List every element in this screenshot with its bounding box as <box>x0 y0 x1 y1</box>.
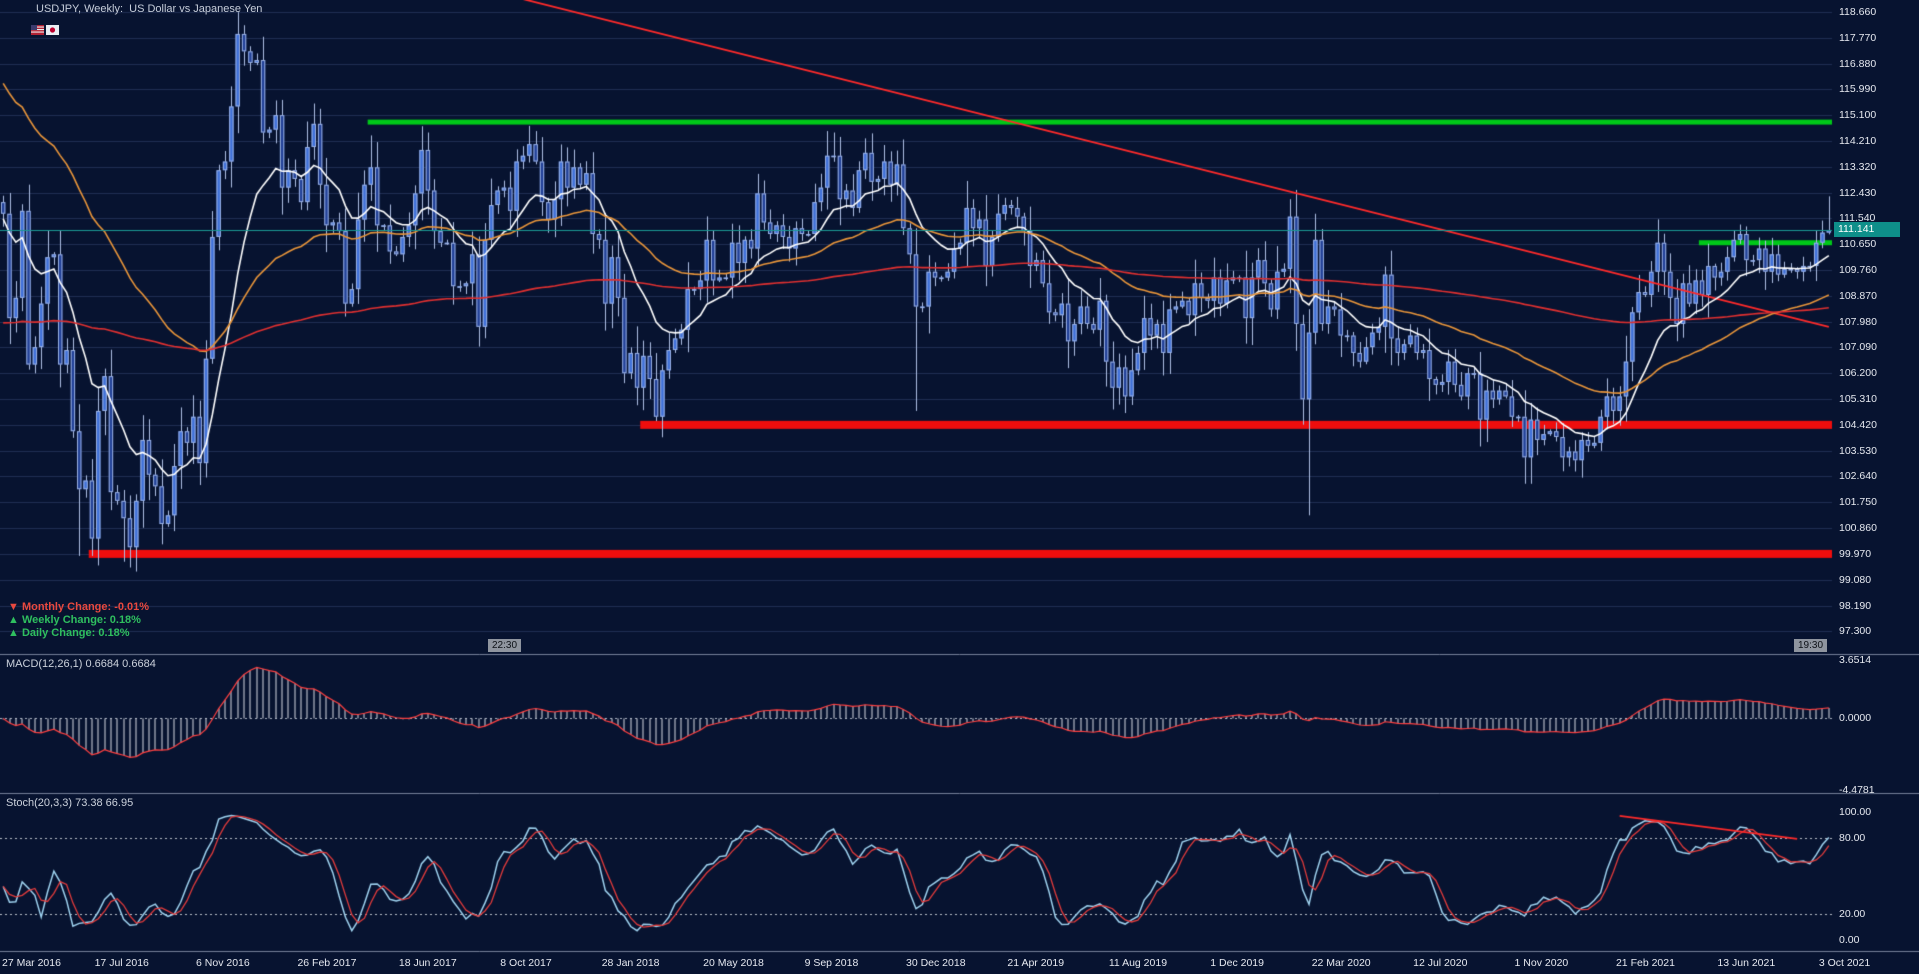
usd-flag-icon <box>4 4 44 35</box>
weekly-change-label: ▲ Weekly Change: 0.18% <box>8 614 141 626</box>
macd-indicator-label: MACD(12,26,1) 0.6684 0.6684 <box>6 658 156 670</box>
jpy-flag-icon <box>19 4 59 35</box>
left-time-tag: 22:30 <box>488 639 522 652</box>
current-price-tag: 111.141 <box>1834 222 1900 237</box>
change-summary: ▼ Monthly Change: -0.01% ▲ Weekly Change… <box>8 601 149 640</box>
chart-title-bar: USDJPY, Weekly: US Dollar vs Japanese Ye… <box>4 3 262 35</box>
chart-title: USDJPY, Weekly: US Dollar vs Japanese Ye… <box>36 3 263 15</box>
stoch-indicator-label: Stoch(20,3,3) 73.38 66.95 <box>6 797 134 809</box>
daily-change-label: ▲ Daily Change: 0.18% <box>8 627 130 639</box>
monthly-change-label: ▼ Monthly Change: -0.01% <box>8 601 150 613</box>
right-time-tag: 19:30 <box>1794 639 1828 652</box>
